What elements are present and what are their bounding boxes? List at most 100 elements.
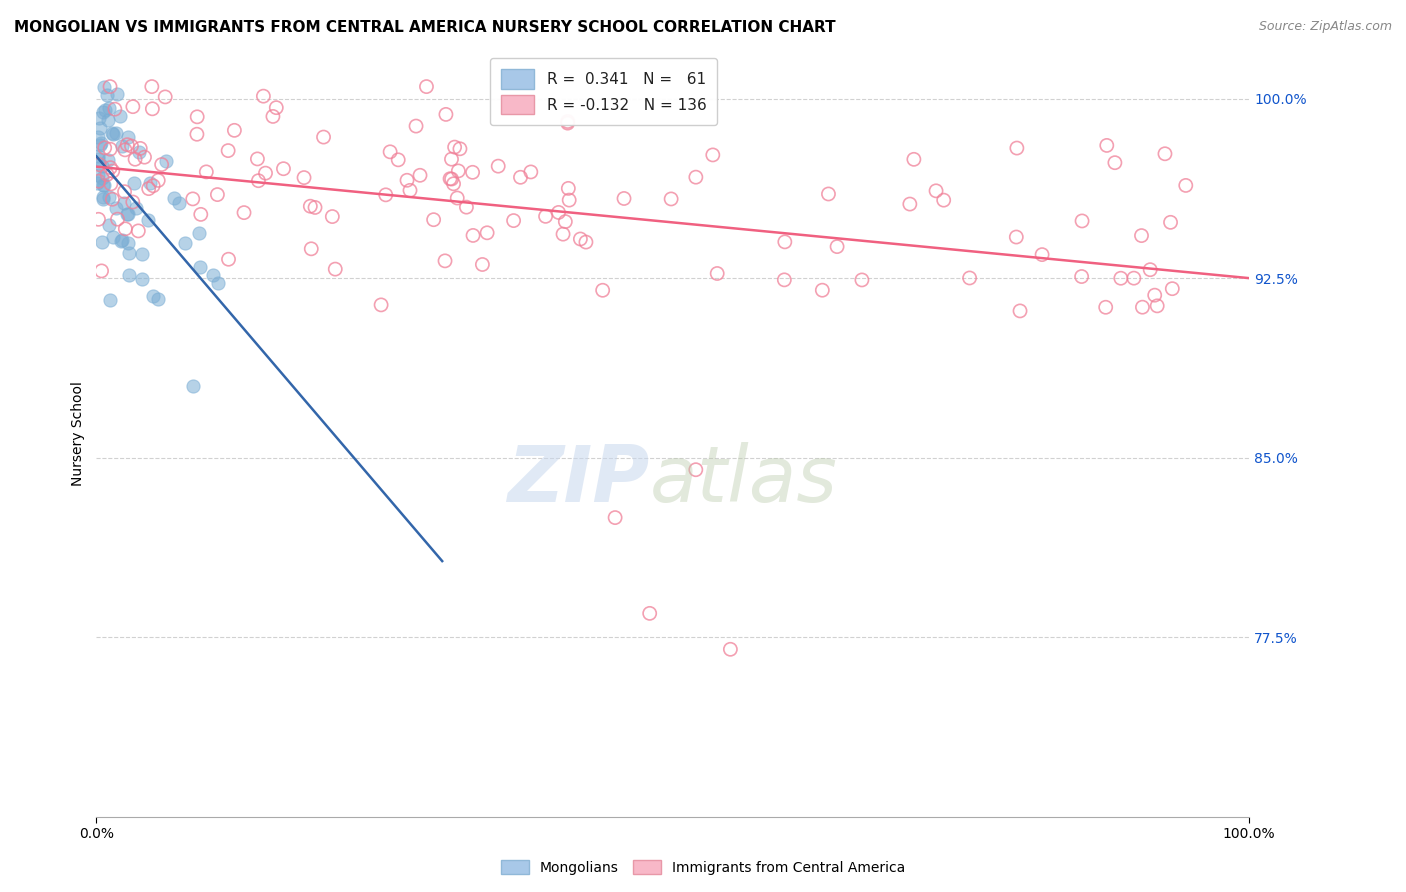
Point: [547, 205, 569, 219]
Point: [103, 230, 125, 244]
Point: [129, 141, 152, 155]
Point: [183, 379, 205, 393]
Point: [378, 145, 401, 159]
Point: [461, 228, 484, 243]
Point: [91, 235, 114, 249]
Point: [190, 260, 212, 275]
Point: [93, 79, 115, 94]
Point: [575, 235, 598, 249]
Point: [138, 181, 160, 195]
Point: [117, 235, 139, 250]
Point: [422, 212, 444, 227]
Point: [190, 207, 212, 221]
Point: [142, 178, 165, 193]
Point: [449, 142, 471, 156]
Point: [97, 153, 120, 167]
Point: [1005, 230, 1028, 244]
Point: [1008, 304, 1031, 318]
Point: [148, 173, 170, 187]
Legend: R =  0.341   N =   61, R = -0.132   N = 136: R = 0.341 N = 61, R = -0.132 N = 136: [491, 58, 717, 125]
Point: [89, 158, 111, 172]
Point: [1139, 262, 1161, 277]
Point: [323, 262, 346, 277]
Point: [613, 192, 636, 206]
Point: [142, 288, 165, 302]
Point: [439, 171, 461, 186]
Point: [1132, 300, 1154, 314]
Point: [434, 253, 457, 268]
Point: [557, 114, 579, 128]
Point: [1146, 299, 1168, 313]
Point: [486, 159, 509, 173]
Point: [509, 170, 531, 185]
Point: [440, 152, 463, 166]
Point: [471, 258, 494, 272]
Point: [903, 153, 925, 167]
Point: [252, 89, 274, 103]
Point: [224, 123, 246, 137]
Point: [304, 201, 326, 215]
Point: [100, 177, 122, 191]
Point: [456, 200, 478, 214]
Point: [851, 273, 873, 287]
Point: [1160, 215, 1182, 229]
Point: [207, 187, 229, 202]
Point: [86, 176, 108, 190]
Point: [108, 109, 131, 123]
Point: [557, 181, 579, 195]
Point: [96, 168, 118, 182]
Point: [409, 169, 432, 183]
Point: [117, 206, 139, 220]
Point: [592, 283, 614, 297]
Point: [141, 79, 163, 94]
Point: [87, 212, 110, 227]
Point: [98, 190, 121, 204]
Point: [817, 186, 839, 201]
Point: [122, 100, 145, 114]
Point: [118, 268, 141, 283]
Point: [117, 207, 139, 221]
Point: [98, 142, 121, 156]
Point: [90, 171, 112, 186]
Point: [89, 121, 111, 136]
Point: [91, 178, 114, 193]
Point: [959, 271, 981, 285]
Point: [374, 187, 396, 202]
Point: [188, 227, 211, 241]
Point: [91, 105, 114, 120]
Point: [112, 195, 135, 210]
Point: [127, 224, 149, 238]
Point: [292, 170, 315, 185]
Point: [218, 252, 240, 267]
Point: [111, 139, 134, 153]
Point: [387, 153, 409, 167]
Point: [233, 205, 256, 219]
Point: [415, 79, 437, 94]
Text: atlas: atlas: [650, 442, 838, 517]
Point: [1109, 271, 1132, 285]
Point: [443, 177, 465, 191]
Point: [141, 102, 163, 116]
Point: [97, 219, 120, 233]
Point: [114, 143, 136, 157]
Point: [1130, 228, 1153, 243]
Point: [153, 90, 176, 104]
Point: [169, 196, 191, 211]
Point: [93, 103, 115, 117]
Point: [399, 183, 422, 197]
Point: [104, 102, 127, 116]
Point: [898, 197, 921, 211]
Point: [117, 129, 139, 144]
Point: [104, 126, 127, 140]
Point: [702, 148, 724, 162]
Point: [554, 214, 576, 228]
Point: [1154, 146, 1177, 161]
Point: [101, 192, 124, 206]
Point: [97, 101, 120, 115]
Text: MONGOLIAN VS IMMIGRANTS FROM CENTRAL AMERICA NURSERY SCHOOL CORRELATION CHART: MONGOLIAN VS IMMIGRANTS FROM CENTRAL AME…: [14, 20, 835, 35]
Point: [925, 184, 948, 198]
Point: [461, 165, 484, 179]
Point: [128, 145, 150, 159]
Point: [1031, 247, 1053, 261]
Point: [87, 152, 110, 166]
